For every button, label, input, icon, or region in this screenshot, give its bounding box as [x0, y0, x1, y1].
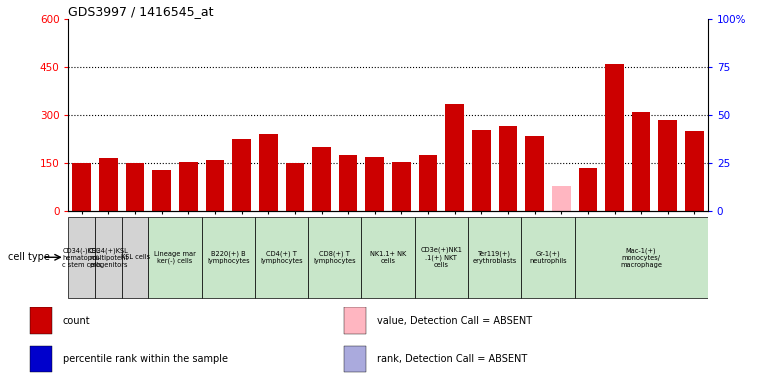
Bar [95, 217, 122, 298]
Text: CD3e(+)NK1
.1(+) NKT
cells: CD3e(+)NK1 .1(+) NKT cells [420, 247, 463, 268]
Bar [308, 217, 361, 298]
Bar [605, 64, 624, 211]
Text: Lineage mar
ker(-) cells: Lineage mar ker(-) cells [154, 250, 196, 264]
Bar [122, 217, 148, 298]
Text: CD4(+) T
lymphocytes: CD4(+) T lymphocytes [260, 250, 303, 264]
Bar [312, 147, 331, 211]
Bar [72, 163, 91, 211]
Bar [126, 162, 145, 211]
Bar [578, 168, 597, 211]
Bar [658, 120, 677, 211]
Bar [632, 112, 651, 211]
Bar [521, 217, 575, 298]
Bar [525, 136, 544, 211]
Bar [232, 139, 251, 211]
Bar [339, 155, 358, 211]
Bar [419, 155, 438, 211]
Bar [30, 346, 52, 372]
Text: NK1.1+ NK
cells: NK1.1+ NK cells [370, 251, 406, 264]
Bar [344, 307, 366, 334]
Bar [205, 160, 224, 211]
Bar [415, 217, 468, 298]
Bar [148, 217, 202, 298]
Bar [575, 217, 708, 298]
Text: CD34(-)KSL
hematopoi-
c stem cells: CD34(-)KSL hematopoi- c stem cells [62, 247, 102, 268]
Bar [468, 217, 521, 298]
Bar [344, 346, 366, 372]
Bar [392, 162, 411, 211]
Bar [552, 185, 571, 211]
Text: Gr-1(+)
neutrophils: Gr-1(+) neutrophils [529, 250, 567, 264]
Bar [361, 217, 415, 298]
Bar [498, 126, 517, 211]
Bar [445, 104, 464, 211]
Text: CD8(+) T
lymphocytes: CD8(+) T lymphocytes [314, 250, 356, 264]
Bar [152, 170, 171, 211]
Text: CD34(+)KSL
multipotent
progenitors: CD34(+)KSL multipotent progenitors [88, 247, 129, 268]
Bar [259, 134, 278, 211]
Text: Mac-1(+)
monocytes/
macrophage: Mac-1(+) monocytes/ macrophage [620, 247, 662, 268]
Bar [99, 159, 118, 211]
Bar [365, 157, 384, 211]
Bar [202, 217, 255, 298]
Text: percentile rank within the sample: percentile rank within the sample [62, 354, 228, 364]
Bar [285, 163, 304, 211]
Bar [685, 131, 704, 211]
Text: KSL cells: KSL cells [120, 254, 150, 260]
Bar [68, 217, 95, 298]
Text: value, Detection Call = ABSENT: value, Detection Call = ABSENT [377, 316, 532, 326]
Text: rank, Detection Call = ABSENT: rank, Detection Call = ABSENT [377, 354, 527, 364]
Bar [30, 307, 52, 334]
Text: count: count [62, 316, 91, 326]
Text: cell type: cell type [8, 252, 49, 262]
Bar [255, 217, 308, 298]
Bar [472, 130, 491, 211]
Text: GDS3997 / 1416545_at: GDS3997 / 1416545_at [68, 5, 214, 18]
Text: B220(+) B
lymphocytes: B220(+) B lymphocytes [207, 250, 250, 264]
Text: Ter119(+)
erythroblasts: Ter119(+) erythroblasts [473, 250, 517, 264]
Bar [179, 162, 198, 211]
